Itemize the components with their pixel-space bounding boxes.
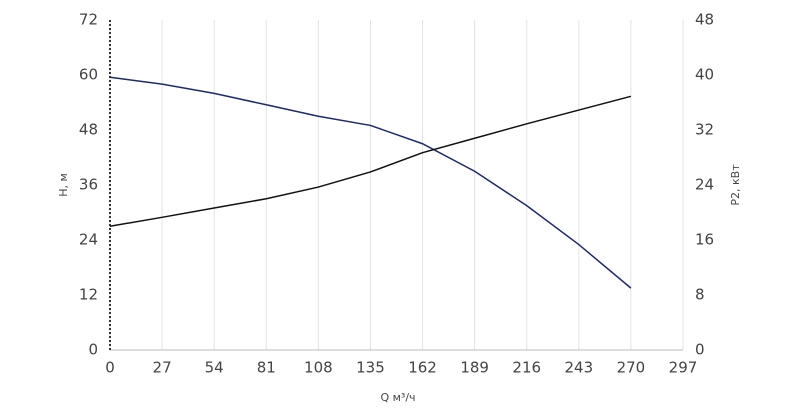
x-tick-label: 297 xyxy=(669,359,698,377)
x-tick-label: 189 xyxy=(460,359,489,377)
y2-tick-label: 24 xyxy=(695,176,714,194)
x-tick-label: 54 xyxy=(205,359,224,377)
series-line xyxy=(109,95,632,227)
y2-tick-label: 40 xyxy=(695,66,714,84)
x-tick-label: 27 xyxy=(153,359,172,377)
x-tick-label: 243 xyxy=(564,359,593,377)
y-tick-label: 60 xyxy=(79,66,98,84)
series-line xyxy=(109,76,632,289)
y-axis-title: H, м xyxy=(57,173,70,197)
y2-axis-title: P2, кВт xyxy=(729,164,742,206)
x-tick-label: 135 xyxy=(356,359,385,377)
x-axis-title: Q м³/ч xyxy=(380,391,415,404)
y-tick-label: 24 xyxy=(79,231,98,249)
x-tick-label: 270 xyxy=(617,359,646,377)
y-tick-label: 48 xyxy=(79,121,98,139)
x-tick-label: 216 xyxy=(512,359,541,377)
x-tick-label: 162 xyxy=(408,359,437,377)
y-tick-label: 72 xyxy=(79,11,98,29)
y2-tick-label: 8 xyxy=(695,286,705,304)
y2-tick-label: 0 xyxy=(695,341,705,359)
y-tick-label: 36 xyxy=(79,176,98,194)
y-tick-label: 0 xyxy=(88,341,98,359)
y2-tick-label: 48 xyxy=(695,11,714,29)
y2-tick-label: 32 xyxy=(695,121,714,139)
y-tick-label: 12 xyxy=(79,286,98,304)
y2-tick-label: 16 xyxy=(695,231,714,249)
x-tick-label: 108 xyxy=(304,359,333,377)
x-tick-label: 81 xyxy=(257,359,276,377)
x-tick-label: 0 xyxy=(105,359,115,377)
